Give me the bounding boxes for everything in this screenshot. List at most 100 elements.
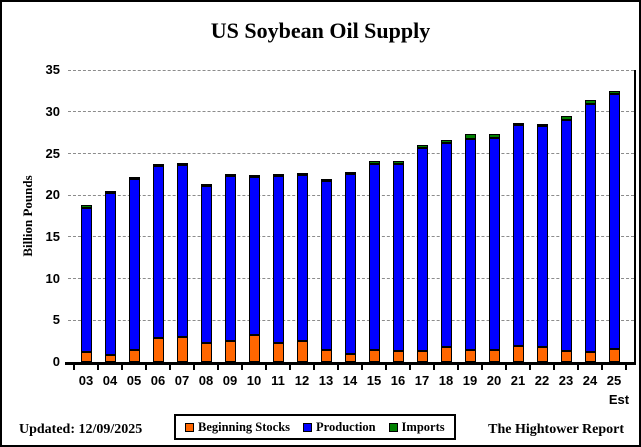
- bar-segment-beginning-stocks: [248, 334, 260, 362]
- bar-13: [320, 179, 332, 362]
- x-tick-label-11: 11: [271, 373, 285, 388]
- bar-segment-imports: [200, 183, 212, 186]
- bar-21: [512, 122, 524, 362]
- bar-segment-beginning-stocks: [128, 350, 140, 362]
- x-tick-label-03: 03: [78, 373, 94, 388]
- bar-segment-beginning-stocks: [512, 346, 524, 362]
- bar-segment-beginning-stocks: [560, 351, 572, 362]
- x-tick-mark: [625, 365, 627, 370]
- x-tick-mark: [145, 365, 147, 370]
- x-tick-mark: [337, 365, 339, 370]
- legend-swatch-production: [303, 422, 313, 432]
- legend-box: Beginning Stocks Production Imports: [174, 414, 456, 440]
- bar-segment-beginning-stocks: [440, 346, 452, 362]
- legend-swatch-beginning-stocks: [185, 422, 194, 432]
- bar-segment-production: [128, 178, 140, 351]
- updated-date-label: Updated: 12/09/2025: [19, 422, 143, 437]
- bar-segment-beginning-stocks: [464, 350, 476, 362]
- x-tick-label-24: 24: [582, 373, 598, 388]
- y-tick-label-10: 10: [45, 270, 60, 286]
- bar-08: [200, 183, 212, 362]
- bar-segment-beginning-stocks: [200, 342, 212, 362]
- bar-segment-production: [80, 207, 92, 352]
- bar-segment-production: [584, 103, 596, 352]
- x-tick-label-04: 04: [102, 373, 118, 388]
- bar-segment-imports: [224, 173, 236, 176]
- x-tick-label-12: 12: [294, 373, 310, 388]
- x-tick-mark: [73, 365, 75, 370]
- bar-segment-beginning-stocks: [536, 346, 548, 362]
- bar-05: [128, 176, 140, 362]
- y-tick-label-15: 15: [45, 228, 60, 244]
- legend-item-beginning-stocks: Beginning Stocks: [185, 420, 290, 435]
- bar-segment-beginning-stocks: [392, 351, 404, 362]
- bar-14: [344, 171, 356, 362]
- bar-segment-beginning-stocks: [152, 337, 164, 362]
- x-tick-mark: [289, 365, 291, 370]
- bar-segment-imports: [152, 164, 164, 167]
- bar-segment-production: [224, 175, 236, 342]
- legend-label-beginning-stocks: Beginning Stocks: [198, 419, 291, 434]
- bar-segment-beginning-stocks: [224, 341, 236, 362]
- bar-segment-beginning-stocks: [272, 342, 284, 362]
- y-tick-label-20: 20: [45, 187, 60, 203]
- legend-label-imports: Imports: [401, 419, 445, 434]
- bar-segment-beginning-stocks: [176, 337, 188, 362]
- bar-segment-imports: [464, 134, 476, 139]
- gridline-30: [68, 111, 634, 113]
- bar-segment-imports: [368, 161, 380, 164]
- x-tick-mark: [121, 365, 123, 370]
- bar-segment-imports: [296, 172, 308, 176]
- bar-segment-imports: [104, 191, 116, 194]
- bar-segment-imports: [536, 123, 548, 127]
- bar-segment-imports: [248, 175, 260, 178]
- bar-17: [416, 145, 428, 362]
- x-tick-mark: [169, 365, 171, 370]
- bar-segment-beginning-stocks: [368, 350, 380, 362]
- x-tick-mark: [241, 365, 243, 370]
- bar-segment-imports: [440, 140, 452, 143]
- bar-segment-production: [560, 120, 572, 352]
- x-tick-mark: [193, 365, 195, 370]
- bar-segment-production: [536, 126, 548, 347]
- bar-segment-production: [176, 164, 188, 338]
- bar-segment-imports: [416, 145, 428, 148]
- bar-segment-production: [392, 163, 404, 352]
- bar-11: [272, 173, 284, 362]
- x-tick-mark: [217, 365, 219, 370]
- x-tick-mark: [313, 365, 315, 370]
- x-tick-label-13: 13: [318, 373, 334, 388]
- bar-segment-imports: [320, 179, 332, 182]
- bar-16: [392, 161, 404, 362]
- bar-10: [248, 175, 260, 362]
- x-tick-label-08: 08: [198, 373, 214, 388]
- x-tick-mark: [433, 365, 435, 370]
- bar-20: [488, 134, 500, 362]
- plot-right-border: [634, 70, 636, 362]
- bar-segment-imports: [608, 91, 620, 95]
- gridline-35: [68, 69, 634, 71]
- bar-segment-imports: [80, 205, 92, 208]
- bar-segment-production: [272, 175, 284, 343]
- legend-label-production: Production: [316, 419, 376, 434]
- bar-19: [464, 134, 476, 362]
- bar-segment-production: [464, 138, 476, 351]
- legend-item-production: Production: [303, 420, 376, 435]
- x-axis-est-note: Est: [608, 392, 630, 407]
- bar-segment-imports: [176, 162, 188, 165]
- gridline-25: [68, 153, 634, 155]
- y-tick-label-5: 5: [52, 312, 60, 328]
- x-tick-label-25: 25: [606, 373, 622, 388]
- x-tick-label-20: 20: [486, 373, 502, 388]
- x-tick-mark: [529, 365, 531, 370]
- bar-segment-beginning-stocks: [416, 351, 428, 362]
- y-tick-label-0: 0: [52, 354, 60, 369]
- bar-segment-production: [152, 166, 164, 338]
- x-tick-label-15: 15: [366, 373, 382, 388]
- bar-segment-imports: [344, 171, 356, 175]
- x-tick-label-06: 06: [150, 373, 166, 388]
- bar-segment-production: [320, 181, 332, 351]
- bar-segment-beginning-stocks: [320, 350, 332, 362]
- x-tick-label-23: 23: [558, 373, 574, 388]
